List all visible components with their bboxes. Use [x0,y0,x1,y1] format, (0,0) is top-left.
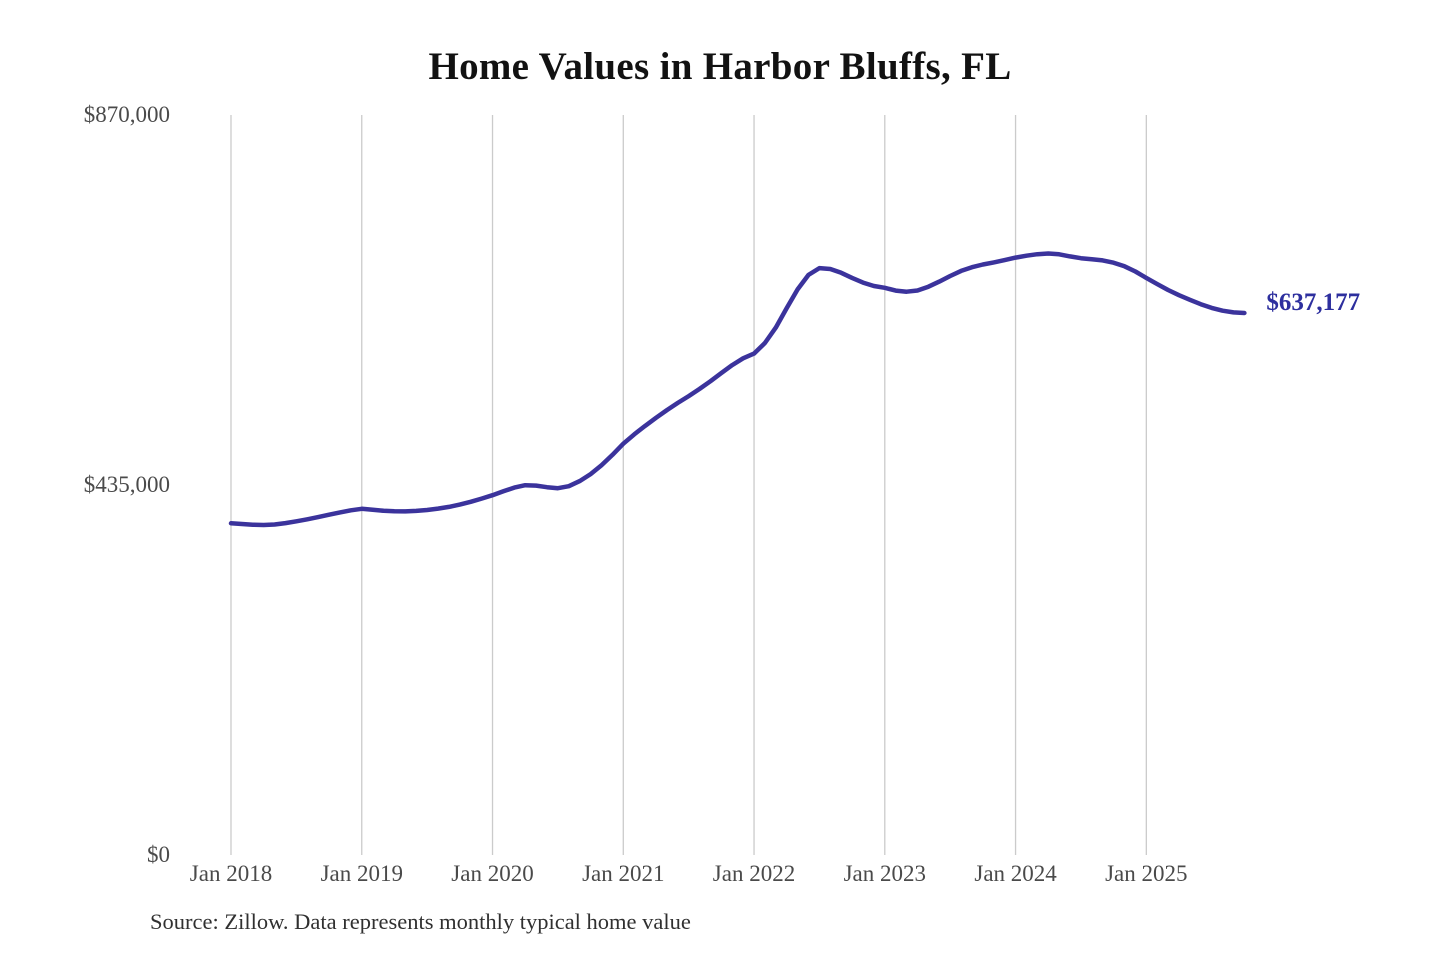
x-axis-tick-label: Jan 2024 [974,861,1057,886]
x-axis-tick-label: Jan 2019 [320,861,404,886]
x-axis-tick-label: Jan 2025 [1105,861,1188,886]
current-value-label: $637,177 [1266,289,1361,316]
chart-title: Home Values in Harbor Bluffs, FL [428,45,1012,88]
y-axis-tick-label-zero: $0 [147,842,170,867]
source-note: Source: Zillow. Data represents monthly … [150,909,691,934]
y-axis-tick-label-mid: $435,000 [83,472,170,497]
x-axis-tick-label: Jan 2020 [451,861,534,886]
y-axis-tick-label-top: $870,000 [83,102,170,127]
x-axis-tick-label: Jan 2022 [712,861,796,886]
x-axis-tick-label: Jan 2021 [582,861,665,886]
x-axis-tick-label: Jan 2023 [843,861,927,886]
x-axis-tick-label: Jan 2018 [189,861,273,886]
home-value-line [228,251,1247,528]
